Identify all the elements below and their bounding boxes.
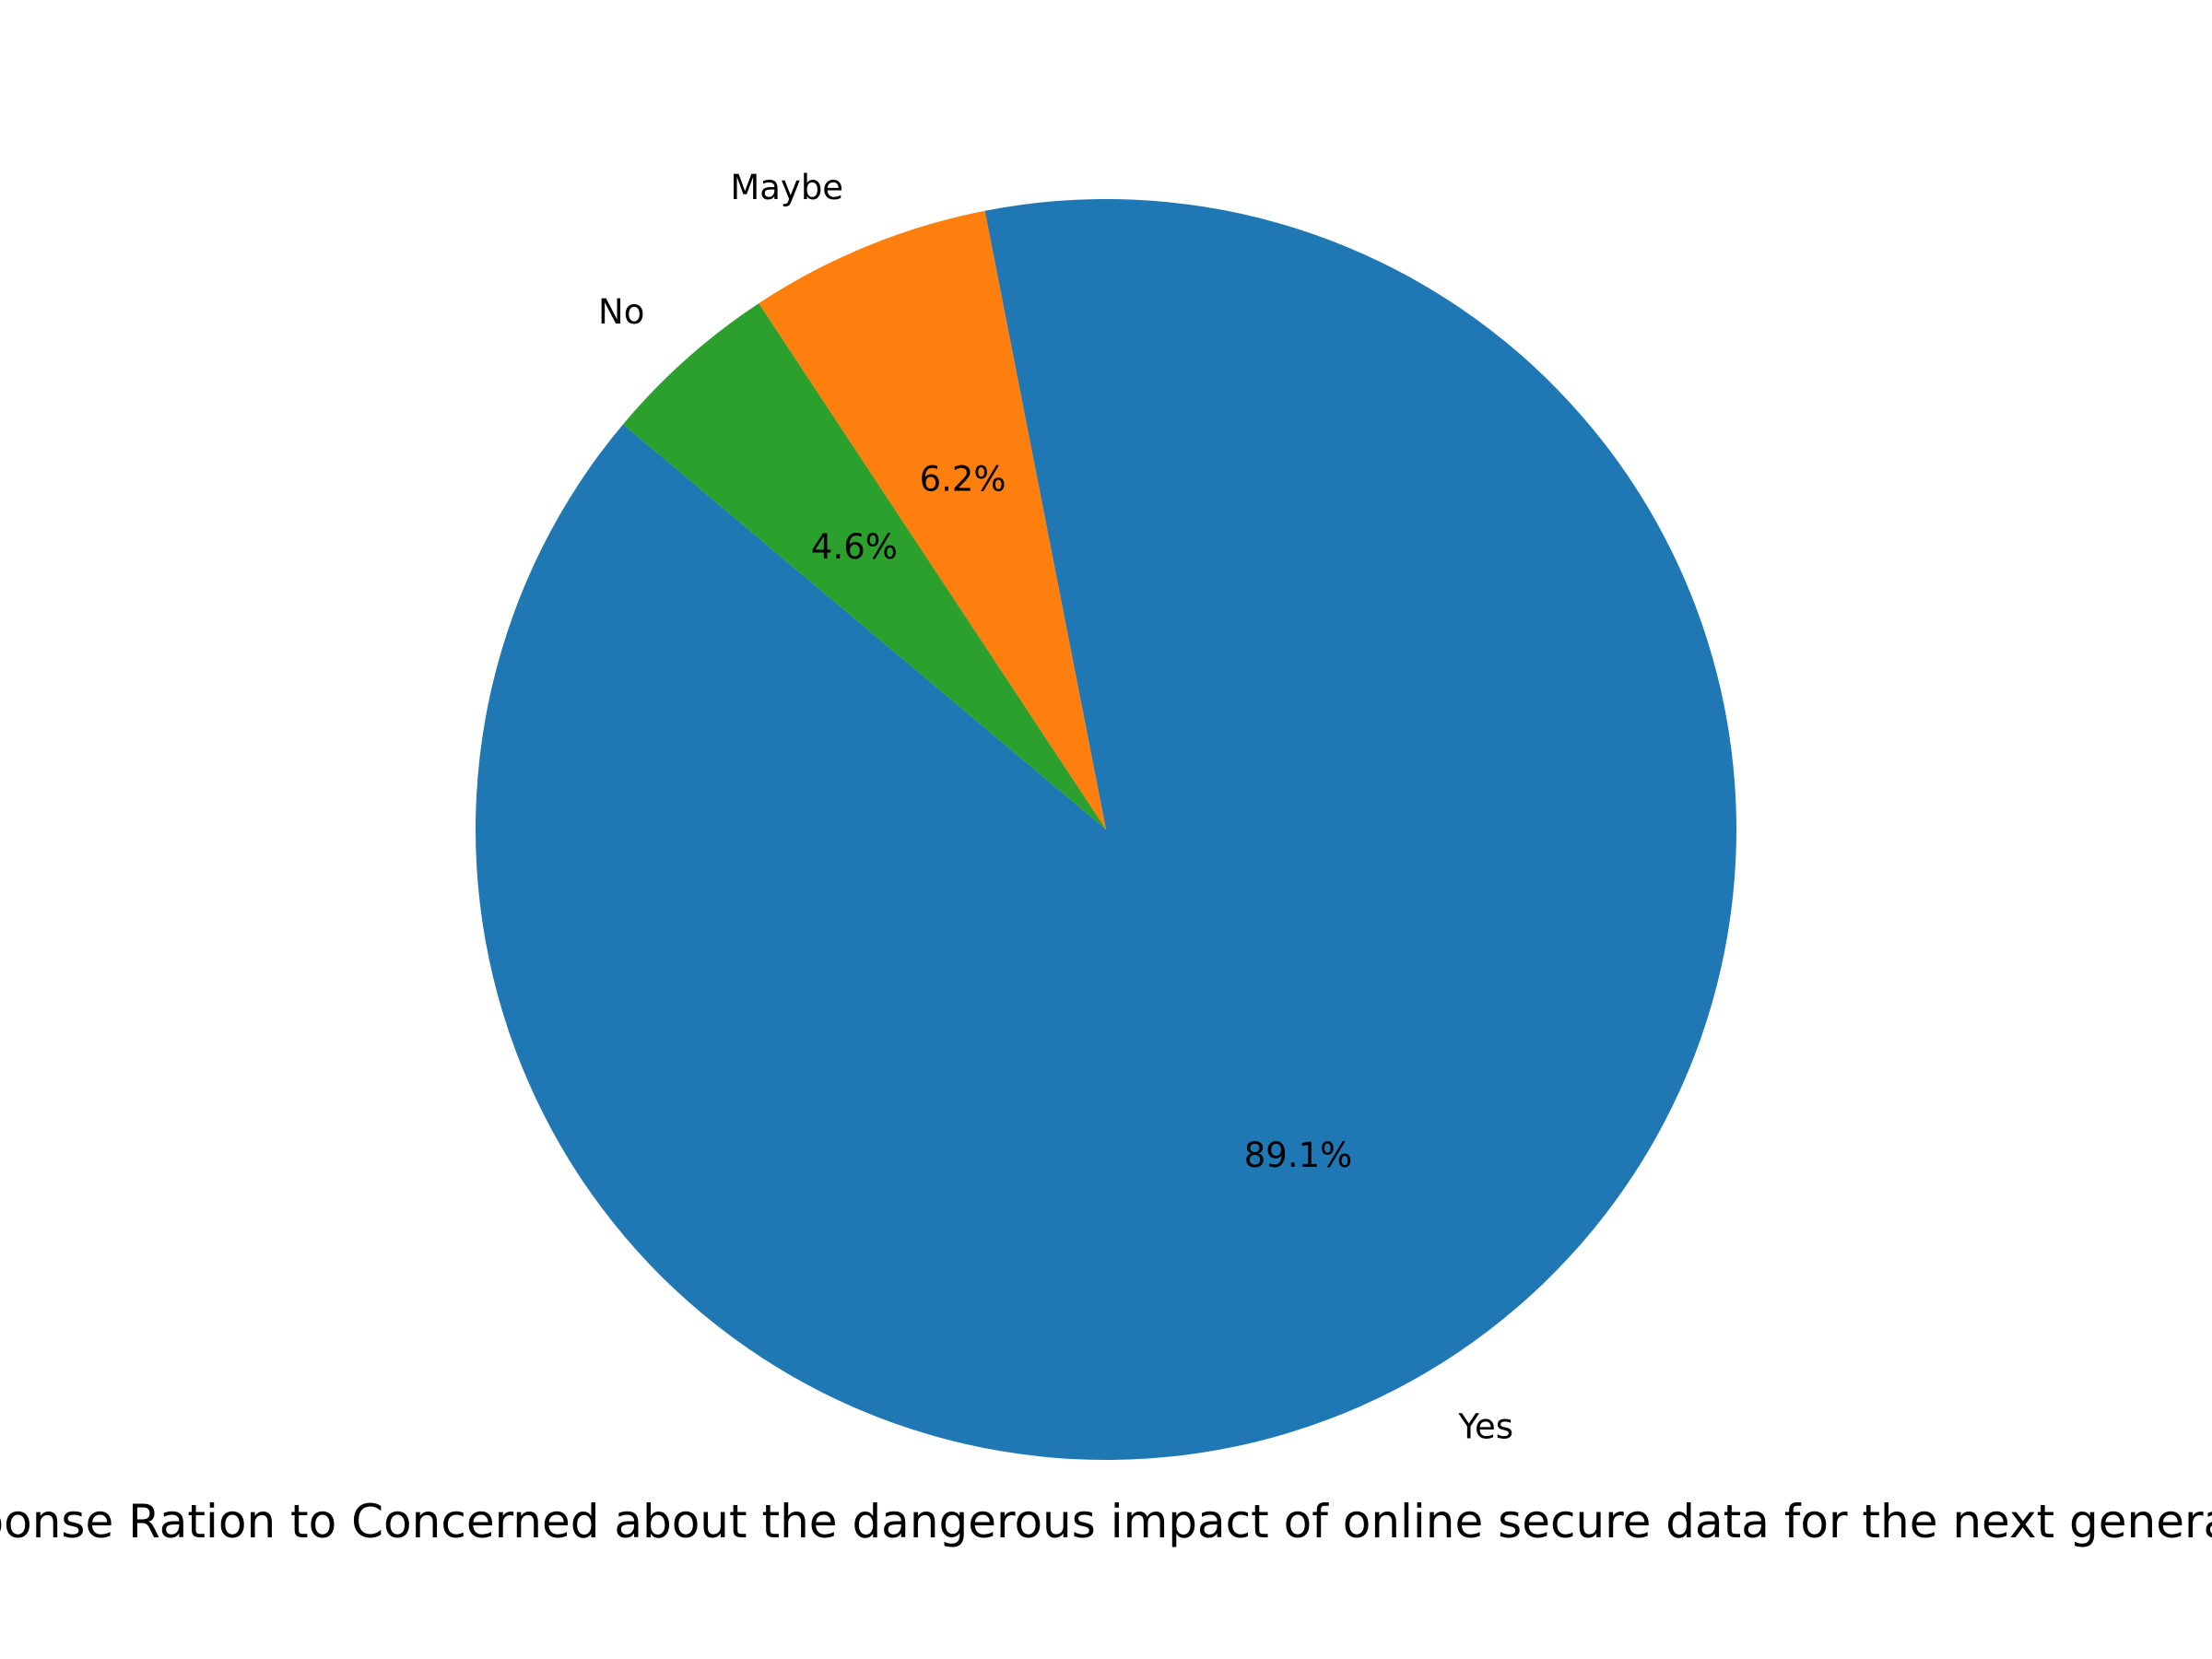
chart-xlabel: Response Ration to Concerned about the d… bbox=[0, 1495, 2212, 1548]
slice-pct-yes: 89.1% bbox=[1244, 1135, 1353, 1175]
slice-label-yes: Yes bbox=[1457, 1407, 1513, 1447]
slice-pct-no: 4.6% bbox=[811, 527, 898, 567]
pie-slice-yes bbox=[476, 198, 1737, 1460]
slice-pct-maybe: 6.2% bbox=[920, 460, 1006, 500]
pie-slice-maybe bbox=[759, 210, 1106, 830]
pie-slice-no bbox=[623, 303, 1106, 830]
slice-label-maybe: Maybe bbox=[730, 168, 843, 207]
slice-label-no: No bbox=[598, 292, 644, 332]
pie-slices bbox=[476, 198, 1737, 1460]
pie-labels: Yes 89.1% Maybe 6.2% No 4.6% bbox=[598, 168, 1513, 1446]
